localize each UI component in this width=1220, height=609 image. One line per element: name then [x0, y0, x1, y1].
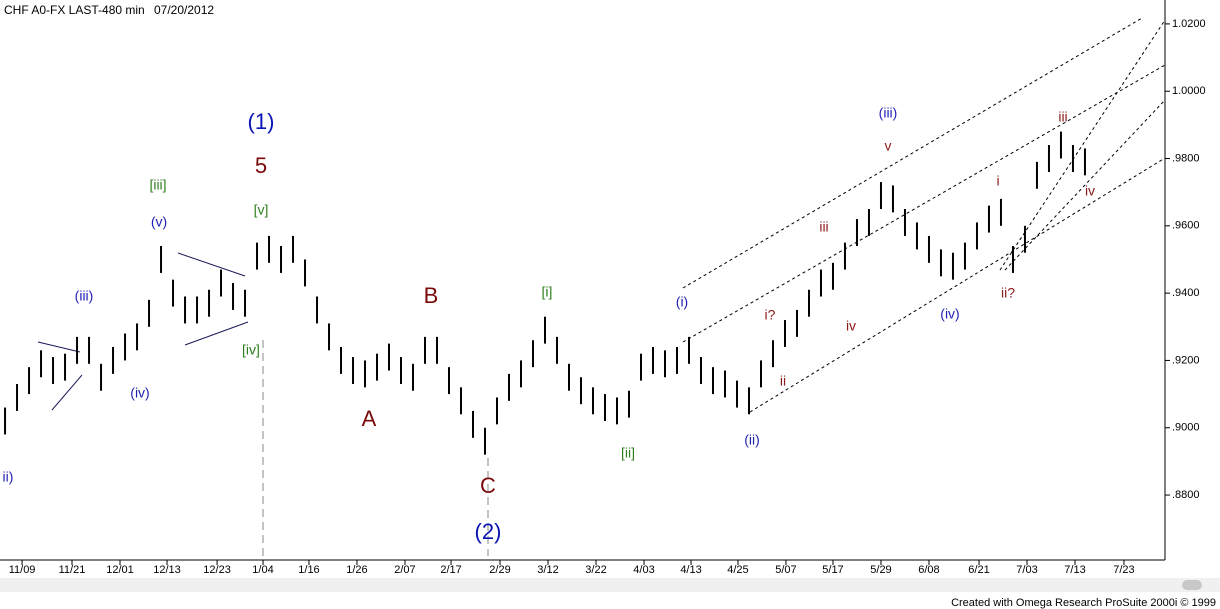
wave-label: (i) [676, 294, 688, 310]
wave-label: B [424, 283, 439, 308]
footer: Created with Omega Research ProSuite 200… [951, 597, 1216, 609]
wave-label: ii) [3, 469, 14, 485]
y-tick-label: .9200 [1172, 354, 1200, 366]
scroll-thumb[interactable] [1182, 580, 1202, 590]
channel-line [682, 17, 1143, 289]
x-tick-label: 5/29 [870, 564, 891, 576]
x-tick-label: 1/04 [252, 564, 273, 576]
wave-label: iv [846, 318, 856, 334]
scrollbar[interactable] [0, 578, 1220, 592]
trend-line [51, 374, 83, 411]
x-tick-label: 5/17 [822, 564, 843, 576]
x-tick-label: 2/17 [440, 564, 461, 576]
wave-label: A [362, 406, 377, 431]
wave-label: [i] [542, 284, 553, 300]
wave-label: (iv) [130, 385, 149, 401]
y-tick-label: 1.0200 [1172, 18, 1206, 30]
y-tick-label: .9600 [1172, 220, 1200, 232]
y-tick-label: .9400 [1172, 287, 1200, 299]
x-tick-label: 12/23 [203, 564, 231, 576]
x-tick-label: 3/22 [585, 564, 606, 576]
wave-label: (iv) [940, 306, 959, 322]
y-tick-label: .8800 [1172, 489, 1200, 501]
chart-date: 07/20/2012 [154, 3, 214, 17]
wave-label: iv [1085, 183, 1095, 199]
wave-label: ii [780, 373, 786, 389]
triangle-lines [37, 252, 249, 411]
x-tick-label: 7/23 [1113, 564, 1134, 576]
y-tick-label: 1.0000 [1172, 85, 1206, 97]
channel-line [1004, 99, 1166, 271]
wave-dividers [262, 340, 489, 556]
wave-label: (iii) [879, 105, 898, 121]
wave-label: [iii] [149, 177, 166, 193]
x-tick-label: 12/13 [153, 564, 181, 576]
x-tick-label: 2/29 [489, 564, 510, 576]
x-tick-label: 4/13 [680, 564, 701, 576]
wave-label: v [885, 138, 892, 154]
trend-line [177, 252, 246, 277]
x-tick-label: 11/09 [9, 564, 36, 576]
x-tick-label: 4/03 [633, 564, 654, 576]
x-tick-label: 2/07 [394, 564, 415, 576]
y-tick-label: .9000 [1172, 422, 1200, 434]
y-tick-label: .9800 [1172, 152, 1200, 164]
wave-label: i [996, 173, 999, 189]
x-tick-label: 6/21 [968, 564, 989, 576]
x-tick-label: 7/03 [1016, 564, 1037, 576]
channel-line [999, 19, 1166, 271]
wave-label: 5 [255, 153, 267, 178]
wave-label: (iii) [75, 288, 94, 304]
x-tick-label: 1/16 [298, 564, 319, 576]
chart-title: CHF A0-FX LAST-480 min [4, 3, 145, 17]
wave-label: [ii] [621, 445, 635, 461]
wave-label: (v) [151, 214, 167, 230]
x-tick-label: 6/08 [918, 564, 939, 576]
x-tick-label: 5/07 [775, 564, 796, 576]
x-tick-label: 3/12 [537, 564, 558, 576]
x-tick-label: 12/01 [106, 564, 134, 576]
wave-label: i? [765, 307, 776, 323]
wave-label: iii [1058, 109, 1067, 125]
wave-label: iii [819, 219, 828, 235]
trend-line [184, 321, 249, 346]
wave-label: (ii) [744, 432, 760, 448]
x-tick-label: 1/26 [346, 564, 367, 576]
x-tick-label: 11/21 [59, 564, 86, 576]
wave-label: ii? [1001, 285, 1015, 301]
channel-lines [682, 17, 1166, 413]
trend-line [37, 341, 81, 353]
wave-label: C [480, 473, 496, 498]
x-tick-label: 7/13 [1064, 564, 1085, 576]
wave-label: [iv] [242, 342, 260, 358]
wave-label: (1) [248, 109, 275, 134]
x-tick-label: 4/25 [727, 564, 748, 576]
channel-line [682, 64, 1166, 343]
channel-line [749, 157, 1166, 413]
wave-label: [v] [254, 202, 269, 218]
wave-label: (2) [475, 519, 502, 544]
